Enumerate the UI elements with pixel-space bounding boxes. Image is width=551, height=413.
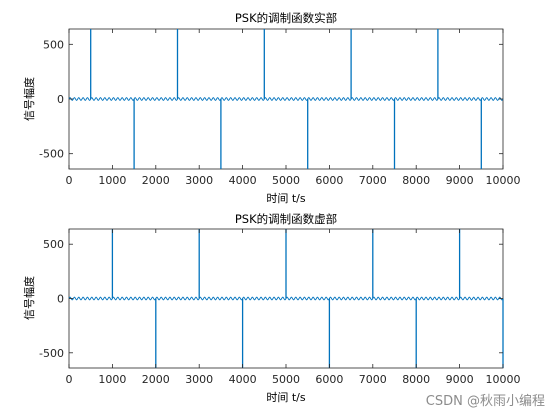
x-tick-label: 6000	[315, 373, 343, 386]
x-tick-label: 4000	[229, 373, 257, 386]
x-axis-label: 时间 t/s	[266, 192, 306, 205]
x-axis-ticks: 0 1000 2000 3000 4000 5000 6000 7000 8000 9000 100…	[66, 29, 521, 187]
series-baseline-line	[68, 97, 504, 101]
x-tick-label: 0	[66, 373, 73, 386]
x-tick-label: 8000	[402, 373, 430, 386]
y-tick-label: -500	[39, 148, 64, 161]
x-tick-label: 6000	[315, 174, 343, 187]
y-axis-ticks: -500 0 500	[39, 238, 503, 360]
x-axis-label: 时间 t/s	[266, 391, 306, 404]
y-axis-ticks: -500 0 500	[39, 38, 503, 161]
series-group	[68, 29, 504, 169]
y-tick-label: 0	[57, 93, 64, 106]
x-tick-label: 9000	[446, 174, 474, 187]
y-axis-label: 信号幅度	[22, 276, 36, 320]
x-tick-label: 5000	[272, 174, 300, 187]
x-tick-label: 9000	[446, 373, 474, 386]
chart-title: PSK的调制函数虚部	[235, 212, 337, 226]
watermark: CSDN @秋雨小编程	[426, 394, 545, 409]
x-tick-label: 1000	[98, 373, 126, 386]
x-tick-label: 10000	[486, 174, 521, 187]
x-axis-ticks: 0 1000 2000 3000 4000 5000 6000 7000 8000 9000 100…	[66, 229, 521, 386]
x-tick-label: 7000	[359, 174, 387, 187]
subplot-imaginary-part: PSK的调制函数虚部 0 1000 2000 3000 4000 5000 6000 7000…	[22, 212, 521, 404]
x-tick-label: 3000	[185, 174, 213, 187]
x-tick-label: 7000	[359, 373, 387, 386]
x-tick-label: 3000	[185, 373, 213, 386]
y-tick-label: 0	[57, 293, 64, 306]
x-tick-label: 8000	[402, 174, 430, 187]
y-tick-label: -500	[39, 347, 64, 360]
x-tick-label: 5000	[272, 373, 300, 386]
x-tick-label: 2000	[142, 174, 170, 187]
x-tick-label: 4000	[229, 174, 257, 187]
subplot-real-part: PSK的调制函数实部 0 1000 2000 3000 4000 5000 6000 7000…	[22, 11, 521, 205]
x-tick-label: 0	[66, 174, 73, 187]
y-tick-label: 500	[43, 238, 64, 251]
x-tick-label: 2000	[142, 373, 170, 386]
chart-title: PSK的调制函数实部	[235, 11, 337, 25]
y-axis-label: 信号幅度	[22, 77, 36, 121]
series-group	[68, 229, 504, 368]
x-tick-label: 1000	[98, 174, 126, 187]
y-tick-label: 500	[43, 38, 64, 51]
x-tick-label: 10000	[486, 373, 521, 386]
